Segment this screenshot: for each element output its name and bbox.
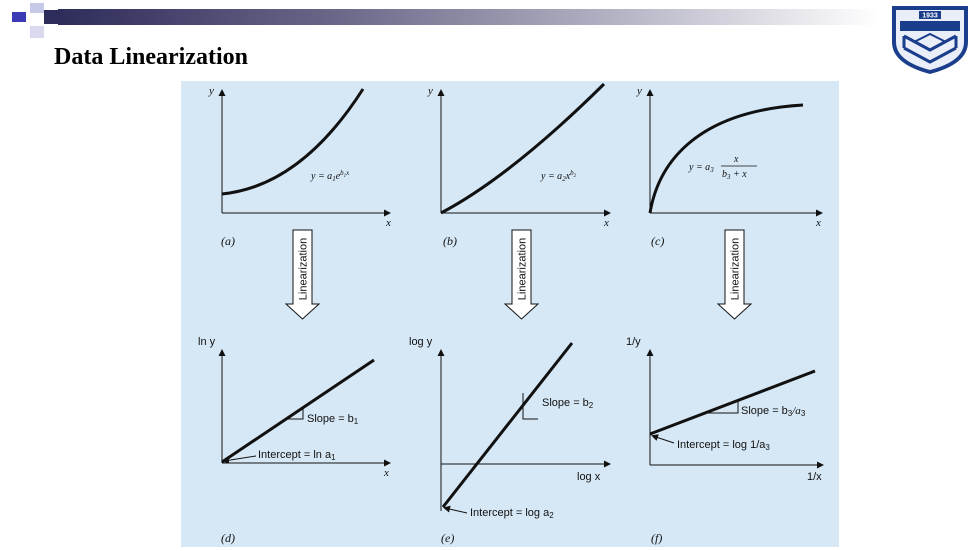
- panel-d-y-label: ln y: [198, 336, 216, 348]
- linearization-figure: y x y = a1eb1x (a) y x y = a2xb2 (b) y x: [181, 81, 839, 547]
- panel-e-slope-label: Slope = b2: [542, 397, 594, 410]
- header-gradient-bar: [58, 9, 880, 25]
- svg-text:b3 + x: b3 + x: [722, 169, 747, 181]
- panel-c-caption: (c): [651, 234, 664, 248]
- linearization-arrow-2: Linearization: [503, 229, 540, 320]
- panel-d-x-label: x: [383, 467, 389, 479]
- svg-text:y = a3: y = a3: [688, 162, 714, 174]
- panel-f-x-label: 1/x: [807, 471, 822, 483]
- panel-d-slope-label: Slope = b1: [307, 413, 359, 426]
- panel-d-slope-triangle: [285, 407, 304, 420]
- svg-text:Linearization: Linearization: [730, 238, 742, 300]
- svg-text:Linearization: Linearization: [298, 238, 310, 300]
- svg-text:Linearization: Linearization: [517, 238, 529, 300]
- panel-f-slope-label: Slope = b3/a3: [741, 405, 806, 418]
- panel-b-power-curve: [440, 82, 606, 215]
- accent-square-dark: [12, 12, 26, 22]
- panel-f-intercept-pointer: [651, 434, 675, 444]
- linearization-arrow-1: Linearization: [284, 229, 321, 320]
- panel-c-saturation-curve: [648, 103, 804, 214]
- panel-d-caption: (d): [221, 531, 235, 545]
- svg-text:x: x: [733, 154, 739, 165]
- panel-f-y-label: 1/y: [626, 336, 641, 348]
- accent-square-light-2: [30, 26, 44, 38]
- panel-b-x-label: x: [603, 217, 609, 229]
- panel-c-equation: y = a3 x b3 + x: [688, 154, 757, 181]
- panel-c: y x y = a3 x b3 + x (c): [636, 85, 823, 248]
- panel-f-caption: (f): [651, 531, 662, 545]
- panel-e-x-label: log x: [577, 471, 601, 483]
- university-logo: 1933: [886, 2, 974, 76]
- panel-e-intercept-label: Intercept = log a2: [470, 507, 554, 520]
- panel-e-caption: (e): [441, 531, 454, 545]
- panel-f-intercept-label: Intercept = log 1/a3: [677, 439, 770, 452]
- panel-e-intercept-pointer: [443, 505, 468, 514]
- panel-b-equation: y = a2xb2: [540, 169, 577, 183]
- panel-d: ln y x Slope = b1 Intercept = ln a1 (d): [198, 336, 391, 545]
- panel-a-y-label: y: [208, 85, 214, 97]
- panel-b-y-label: y: [427, 85, 433, 97]
- panel-a: y x y = a1eb1x (a): [208, 85, 391, 248]
- panel-b: y x y = a2xb2 (b): [427, 82, 611, 248]
- panel-a-exponential-curve: [221, 88, 365, 196]
- slide-title: Data Linearization: [54, 44, 248, 70]
- panel-f-line: [649, 369, 816, 436]
- linearization-arrow-3: Linearization: [716, 229, 753, 320]
- logo-year: 1933: [922, 13, 938, 20]
- panel-d-intercept-pointer: [222, 455, 257, 464]
- panel-b-caption: (b): [443, 234, 457, 248]
- accent-square-dark-2: [44, 10, 58, 24]
- panel-a-x-label: x: [385, 217, 391, 229]
- panel-e: log y log x Slope = b2 Intercept = log a…: [409, 336, 611, 545]
- panel-d-intercept-label: Intercept = ln a1: [258, 449, 336, 462]
- panel-d-line: [221, 358, 375, 464]
- panel-c-x-label: x: [815, 217, 821, 229]
- panel-e-slope-triangle: [522, 393, 538, 420]
- header-decoration: [0, 0, 980, 40]
- panel-a-caption: (a): [221, 234, 235, 248]
- panel-f-slope-triangle: [708, 401, 739, 414]
- panel-e-y-label: log y: [409, 336, 433, 348]
- panel-a-equation: y = a1eb1x: [310, 169, 350, 183]
- accent-square-light: [30, 3, 44, 13]
- panel-e-line: [441, 342, 574, 508]
- panel-c-y-label: y: [636, 85, 642, 97]
- panel-f: 1/y 1/x Slope = b3/a3 Intercept = log 1/…: [626, 336, 824, 545]
